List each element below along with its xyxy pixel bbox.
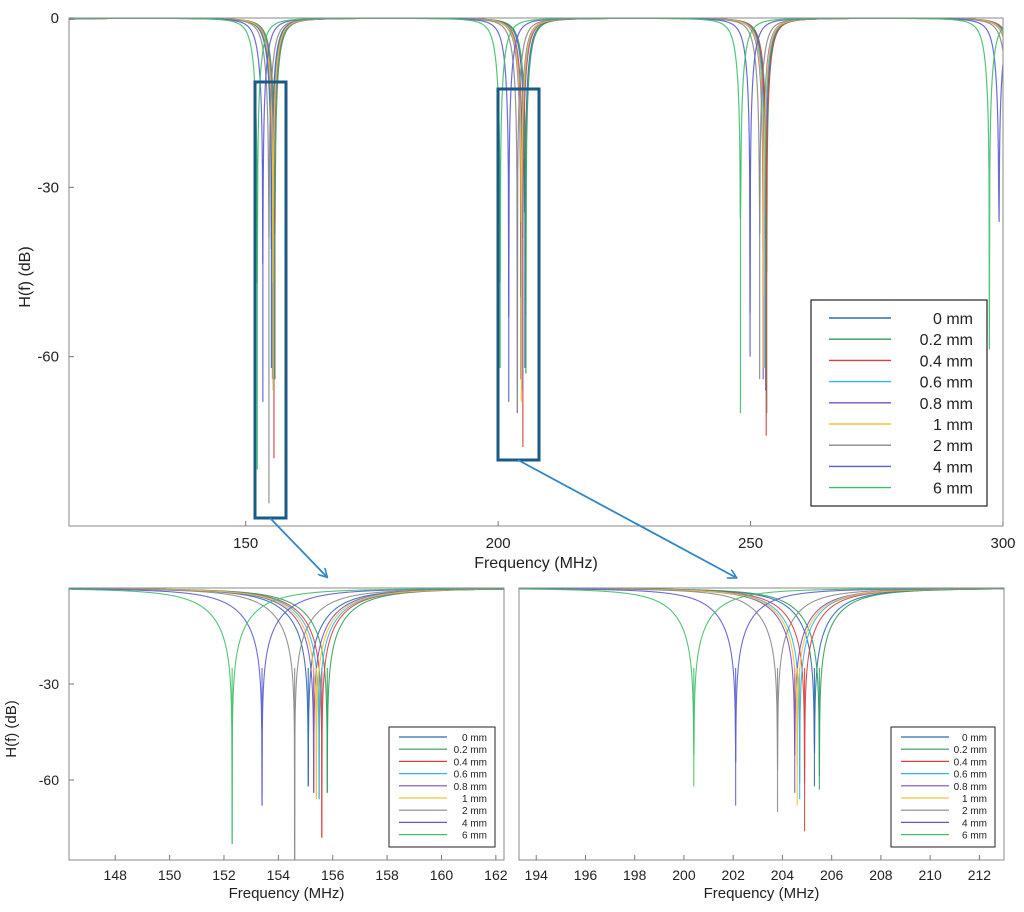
legend-label: 0.4 mm — [454, 757, 487, 768]
y-tick-label: -60 — [37, 349, 59, 366]
zoom-chart-right: 194 196 198 200 202 204 206 208 210 212 Frequency … — [518, 587, 1005, 902]
y-axis-label: H(f) (dB) — [17, 246, 34, 307]
main-chart: 150 200 250 300 0 -30 -60 Frequency (MHz) H(f) (… — [17, 10, 1016, 572]
x-tick-label: 196 — [574, 867, 598, 883]
x-tick-label: 198 — [623, 867, 647, 883]
series-line-0_4-mm — [69, 18, 1003, 239]
legend-label: 0.2 mm — [454, 745, 487, 756]
legend-label: 1 mm — [962, 794, 987, 805]
legend-label: 4 mm — [933, 459, 973, 476]
legend-label: 2 mm — [962, 806, 987, 817]
legend-label: 2 mm — [933, 438, 973, 455]
legend-label: 4 mm — [462, 818, 487, 829]
legend-label: 0 mm — [933, 311, 973, 328]
y-tick-label: -30 — [37, 179, 59, 196]
legend: 0 mm0.2 mm0.4 mm 0.6 mm0.8 mm1 mm2 mm4 mm… — [388, 726, 496, 848]
zoom-arrow-right — [517, 459, 735, 577]
legend-label: 1 mm — [933, 417, 973, 434]
legend-label: 2 mm — [462, 806, 487, 817]
y-tick-label: 0 — [51, 10, 59, 27]
legend-label: 1 mm — [462, 794, 487, 805]
series-line-0-mm — [69, 18, 1003, 250]
x-tick-label: 202 — [722, 867, 746, 883]
x-tick-label: 158 — [375, 867, 399, 883]
x-axis-label: Frequency (MHz) — [474, 555, 598, 572]
legend-label: 4 mm — [962, 818, 987, 829]
series-line-0_8-mm — [69, 18, 1003, 297]
legend-label: 0 mm — [962, 733, 987, 744]
legend: 0 mm 0.2 mm 0.4 mm 0.6 mm 0.8 mm 1 mm 2 mm 4 mm… — [810, 299, 988, 507]
x-tick-label: 148 — [104, 867, 128, 883]
y-tick-label: -60 — [39, 772, 59, 788]
x-tick-label: 150 — [233, 535, 258, 552]
x-tick-label: 212 — [968, 867, 992, 883]
legend-label: 0.6 mm — [920, 375, 973, 392]
y-tick-label: -30 — [39, 676, 59, 692]
x-tick-label: 250 — [738, 535, 763, 552]
legend-label: 0.8 mm — [920, 396, 973, 413]
zoom-arrow-left — [269, 517, 326, 576]
y-axis-label: H(f) (dB) — [3, 700, 20, 758]
zoom-annotations — [253, 80, 735, 577]
series-line-2-mm — [69, 588, 504, 860]
legend-label: 0 mm — [462, 733, 487, 744]
legend-label: 0.8 mm — [954, 782, 987, 793]
series-line-6-mm — [69, 588, 504, 845]
legend-label: 6 mm — [933, 481, 973, 498]
plot-frame — [68, 17, 1004, 527]
x-tick-label: 152 — [212, 867, 236, 883]
x-axis-label: Frequency (MHz) — [229, 885, 345, 902]
legend-label: 0.4 mm — [954, 757, 987, 768]
legend: 0 mm0.2 mm0.4 mm 0.6 mm0.8 mm1 mm2 mm4 mm… — [890, 726, 996, 848]
legend-label: 0.6 mm — [454, 770, 487, 781]
plot-frame — [518, 587, 1005, 861]
x-tick-label: 162 — [484, 867, 508, 883]
x-axis-label: Frequency (MHz) — [704, 885, 820, 902]
x-tick-label: 200 — [486, 535, 511, 552]
plot-frame — [68, 587, 505, 861]
legend-label: 0.8 mm — [454, 782, 487, 793]
x-tick-label: 160 — [430, 867, 454, 883]
series-line-0_2-mm — [69, 18, 1003, 316]
x-tick-label: 154 — [267, 867, 291, 883]
x-tick-label: 210 — [918, 867, 942, 883]
legend-label: 0.4 mm — [920, 353, 973, 370]
x-tick-label: 194 — [525, 867, 549, 883]
legend-label: 0.2 mm — [954, 745, 987, 756]
series-line-4-mm — [69, 18, 1003, 317]
x-tick-label: 300 — [990, 535, 1015, 552]
x-tick-label: 204 — [771, 867, 795, 883]
legend-label: 0.6 mm — [954, 770, 987, 781]
series-line-1-mm — [69, 18, 1003, 297]
x-tick-label: 156 — [321, 867, 345, 883]
series-line-0_6-mm — [69, 18, 1003, 230]
x-tick-label: 208 — [869, 867, 893, 883]
x-tick-label: 150 — [158, 867, 182, 883]
legend-label: 6 mm — [462, 831, 487, 842]
legend-label: 6 mm — [962, 831, 987, 842]
x-tick-label: 200 — [672, 867, 696, 883]
series-line-6-mm — [519, 588, 1004, 756]
zoom-chart-left: 148 150 152 154 156 158 160 162 -30 -60 Frequency … — [3, 587, 508, 902]
x-tick-label: 206 — [820, 867, 844, 883]
legend-label: 0.2 mm — [920, 332, 973, 349]
